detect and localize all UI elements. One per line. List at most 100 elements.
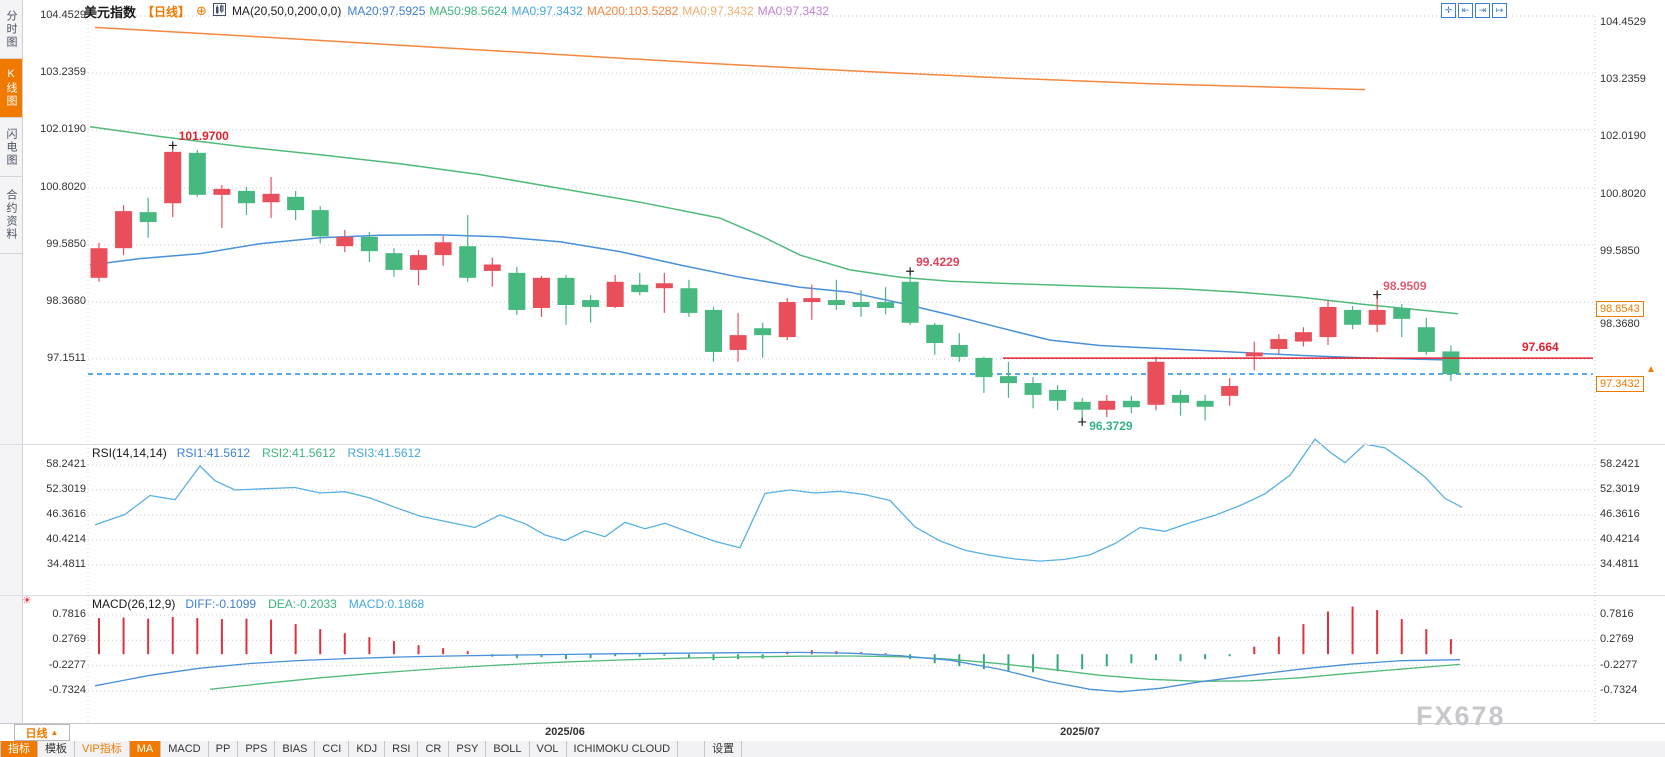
candle[interactable] [1098,400,1116,410]
toolbar-tab-BIAS[interactable]: BIAS [275,741,316,757]
candle[interactable] [1024,383,1042,395]
toolbar-tab-VOL[interactable]: VOL [529,741,567,757]
candle[interactable] [385,253,403,270]
toolbar-tab-PSY[interactable]: PSY [449,741,487,757]
toolbar-tab-设置[interactable]: 设置 [704,741,743,757]
candle[interactable] [655,283,673,289]
rsi-panel[interactable] [94,438,1463,562]
toolbar-tab-RSI[interactable]: RSI [385,741,419,757]
zoom-in-icon[interactable]: ⇥ [1475,3,1490,18]
candle[interactable] [877,302,895,308]
candle[interactable] [1073,401,1091,410]
candle[interactable] [852,302,870,307]
candle[interactable] [680,288,698,313]
macd-panel[interactable] [94,606,1461,693]
toolbar-tab-MACD[interactable]: MACD [161,741,209,757]
candle[interactable] [1172,394,1190,403]
candle[interactable] [115,211,133,249]
sidebar-tab-4[interactable]: 合约资料 [0,177,22,254]
candle[interactable] [557,277,575,305]
axis-label: 102.0190 [40,123,86,135]
candle[interactable] [950,345,968,357]
candle[interactable] [237,190,255,204]
toolbar-tab-CR[interactable]: CR [418,741,450,757]
toolbar-tab-BOLL[interactable]: BOLL [486,741,530,757]
axis-label: 58.2421 [46,458,86,470]
candle[interactable] [1417,327,1435,352]
candle[interactable] [483,264,501,271]
candle[interactable] [901,281,919,323]
add-indicator-icon[interactable]: ⊕ [196,3,207,18]
period-selector[interactable]: 日线 ▲ [14,724,70,741]
toolbar-tab-PPS[interactable]: PPS [238,741,276,757]
candle[interactable] [336,236,354,247]
ma-indicator-icon[interactable] [212,3,226,19]
candle[interactable] [213,188,231,195]
toolbar-tab-PP[interactable]: PP [208,741,239,757]
candle[interactable] [926,324,944,344]
candle[interactable] [287,196,305,211]
candle[interactable] [1122,400,1140,408]
candle[interactable] [508,272,526,310]
toolbar-tab-CCI[interactable]: CCI [315,741,350,757]
candle[interactable] [311,210,329,237]
candle[interactable] [262,193,280,203]
macd-settings-icon[interactable]: ☀ [22,595,32,607]
candle[interactable] [606,281,624,307]
candle[interactable] [139,212,157,223]
candle[interactable] [434,242,452,256]
candle[interactable] [360,236,378,252]
candle[interactable] [1344,309,1362,325]
pan-icon[interactable]: ✛ [1441,3,1456,18]
high-annotation: 99.4229 [916,255,960,270]
macd-diff-line [94,651,1461,693]
candle[interactable] [459,246,477,278]
candle[interactable] [1221,386,1239,396]
candle[interactable] [803,298,821,303]
candle[interactable] [754,328,772,336]
candle[interactable] [1294,332,1312,342]
candle[interactable] [1245,352,1263,357]
candle[interactable] [90,248,108,278]
candle[interactable] [1049,389,1067,401]
candle[interactable] [164,151,182,204]
toolbar-tab-VIP指标[interactable]: VIP指标 [75,741,130,757]
toolbar-tab-KDJ[interactable]: KDJ [349,741,386,757]
chevron-up-icon: ▲ [50,728,59,737]
candle[interactable] [999,376,1017,384]
candle[interactable] [778,302,796,338]
rsi-title: RSI(14,14,14) [92,446,167,460]
sidebar-tab-2[interactable]: K线图 [0,59,22,118]
candle[interactable] [975,357,993,378]
go-latest-icon[interactable]: ↦ [1492,3,1507,18]
candle[interactable] [1393,307,1411,319]
candlestick-panel[interactable] [88,26,1593,426]
candle[interactable] [1442,351,1460,374]
candle[interactable] [1147,361,1165,405]
candle[interactable] [188,152,206,195]
candle[interactable] [705,309,722,352]
toolbar-tab-MA[interactable]: MA [129,741,162,757]
candle[interactable] [1196,400,1214,407]
rsi-line [94,438,1463,562]
candle[interactable] [582,300,600,307]
candle[interactable] [827,300,845,305]
toolbar-tab-模板[interactable]: 模板 [38,741,75,757]
toolbar-tab-ICHIMOKU CLOUD[interactable]: ICHIMOKU CLOUD [566,741,679,757]
toolbar-tab-指标[interactable]: 指标 [0,741,38,757]
date-label: 2025/07 [1060,726,1100,738]
zoom-out-icon[interactable]: ⇤ [1458,3,1473,18]
candle[interactable] [729,335,747,350]
sidebar-tab-3[interactable]: 闪电图 [0,118,22,177]
candle[interactable] [1319,306,1337,338]
candle[interactable] [410,255,428,270]
candle[interactable] [1368,309,1386,325]
axis-label: 98.3680 [1600,318,1640,330]
sidebar-tab-1[interactable]: 分时图 [0,0,22,59]
axis-label: 102.0190 [1600,130,1646,142]
candle[interactable] [532,277,550,308]
candle[interactable] [1270,339,1288,349]
candle[interactable] [631,284,649,293]
axis-label: 46.3616 [46,508,86,520]
